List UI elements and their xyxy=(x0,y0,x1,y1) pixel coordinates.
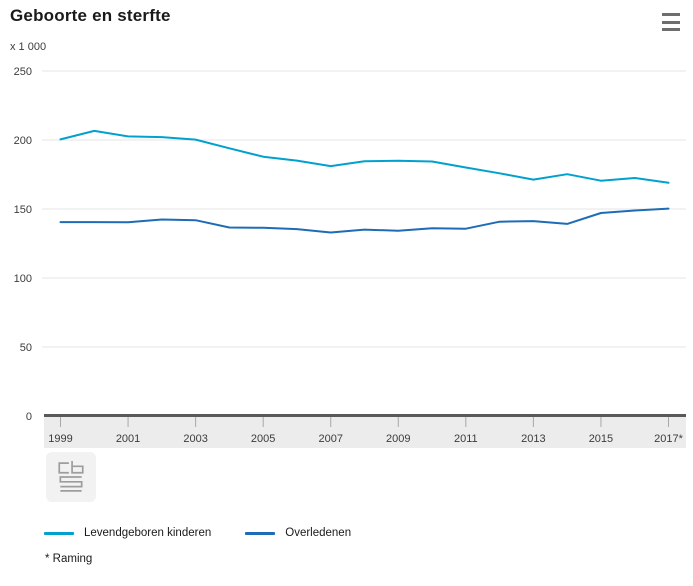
x-tick-label: 2017* xyxy=(654,433,683,445)
legend-item-levendgeboren[interactable]: Levendgeboren kinderen xyxy=(44,527,211,539)
y-tick-label: 150 xyxy=(14,204,32,216)
x-tick-label: 2003 xyxy=(183,433,207,445)
y-tick-label: 100 xyxy=(14,273,32,285)
hamburger-menu-icon[interactable] xyxy=(662,12,682,32)
x-tick-label: 2011 xyxy=(454,433,478,445)
chart-header: Geboorte en sterfte xyxy=(10,6,683,36)
x-tick-label: 1999 xyxy=(48,433,72,445)
x-axis-line xyxy=(44,414,686,417)
y-tick-label: 200 xyxy=(14,135,32,147)
legend-item-overledenen[interactable]: Overledenen xyxy=(245,527,351,539)
y-tick-label: 250 xyxy=(14,66,32,78)
x-tick-label: 2009 xyxy=(386,433,410,445)
x-tick-label: 2001 xyxy=(116,433,140,445)
x-tick-label: 2013 xyxy=(521,433,545,445)
y-tick-label: 50 xyxy=(20,342,32,354)
chart-legend: Levendgeboren kinderen Overledenen xyxy=(44,527,683,539)
chart-title: Geboorte en sterfte xyxy=(10,6,171,25)
x-axis-band[interactable] xyxy=(44,417,686,448)
series-line-0[interactable] xyxy=(59,129,670,184)
x-tick-label: 2007 xyxy=(318,433,342,445)
x-tick-label: 2015 xyxy=(589,433,613,445)
y-axis-unit-label: x 1 000 xyxy=(10,41,47,53)
series-line-1[interactable] xyxy=(59,207,670,234)
legend-label: Overledenen xyxy=(285,527,352,539)
y-tick-label: 0 xyxy=(26,411,32,423)
legend-label: Levendgeboren kinderen xyxy=(84,527,212,539)
cbs-logo-glyph xyxy=(58,461,84,492)
cbs-logo[interactable] xyxy=(46,452,96,502)
legend-line-swatch xyxy=(245,531,276,535)
footnote: * Raming xyxy=(45,553,93,565)
x-tick-label: 2005 xyxy=(251,433,275,445)
legend-line-swatch xyxy=(44,531,74,535)
line-chart: 0 50 100 150 200 250 1999 2001 2003 2005 2007 2009 2… xyxy=(14,66,686,448)
